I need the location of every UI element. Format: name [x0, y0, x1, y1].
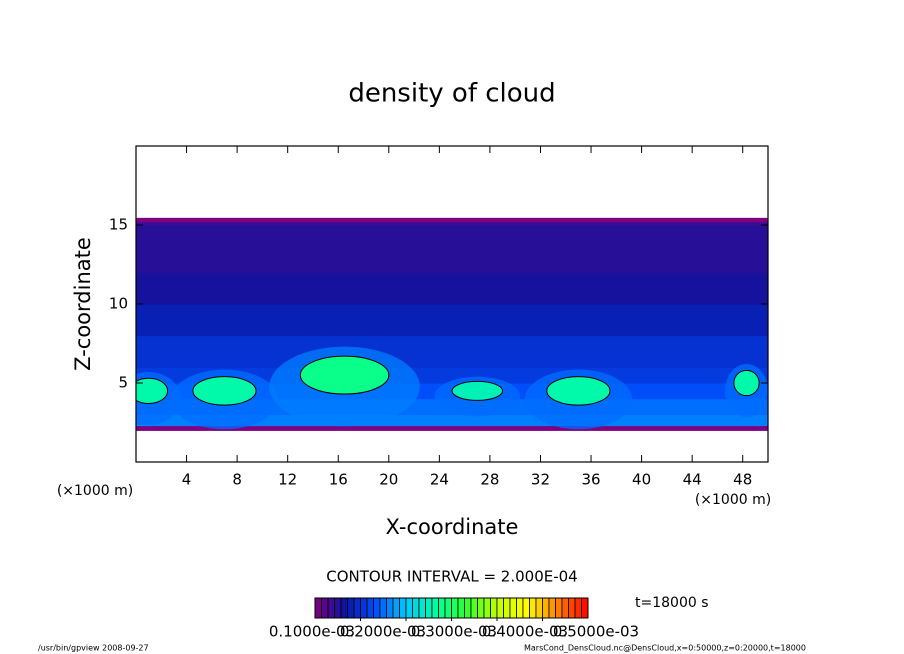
colorbar-cell [327, 597, 335, 619]
colorbar-cell [535, 597, 543, 619]
x-unit-right: (×1000 m) [695, 492, 771, 508]
colorbar-cell [503, 597, 511, 619]
colorbar-cell [574, 597, 582, 619]
x-tick-label: 36 [581, 471, 600, 489]
footer-left: /usr/bin/gpview 2008-09-27 [38, 644, 149, 653]
footer-right: MarsCond_DensCloud.nc@DensCloud,x=0:5000… [524, 644, 806, 653]
x-tick-label: 48 [733, 471, 752, 489]
colorbar-cell [542, 597, 550, 619]
colorbar-cell [522, 597, 530, 619]
colorbar-cell [334, 597, 342, 619]
colorbar-cell [438, 597, 446, 619]
y-tick-label: 5 [118, 374, 128, 392]
colorbar-cell [548, 597, 556, 619]
colorbar-cell [321, 597, 329, 619]
colorbar-cell [561, 597, 569, 619]
density-layer [136, 217, 768, 223]
x-tick-label: 16 [329, 471, 348, 489]
cloud-core [451, 380, 504, 401]
field [136, 217, 768, 431]
x-unit-left: (×1000 m) [57, 483, 133, 499]
cloud-core [546, 376, 611, 406]
cloud-core [733, 369, 760, 397]
density-layer [136, 414, 768, 427]
colorbar-cell [392, 597, 400, 619]
time-label: t=18000 s [635, 595, 709, 611]
colorbar-cell [431, 597, 439, 619]
colorbar-cell [457, 597, 465, 619]
colorbar: 0.1000e-030.2000e-030.3000e-030.4000e-03… [269, 597, 639, 641]
colorbar-cell [379, 597, 387, 619]
colorbar-cell [405, 597, 413, 619]
colorbar-tick-label: 0.2000e-03 [340, 623, 426, 641]
colorbar-cell [509, 597, 517, 619]
density-layer [136, 225, 768, 273]
colorbar-tick-label: 0.3000e-03 [411, 623, 497, 641]
colorbar-cell [529, 597, 537, 619]
colorbar-cell [470, 597, 478, 619]
colorbar-cell [516, 597, 524, 619]
colorbar-cell [399, 597, 407, 619]
cloud-core [299, 355, 390, 395]
cloud-core [192, 376, 257, 406]
density-layer [136, 425, 768, 431]
colorbar-cell [340, 597, 348, 619]
colorbar-cell [568, 597, 576, 619]
colorbar-cell [418, 597, 426, 619]
colorbar-cell [386, 597, 394, 619]
colorbar-tick-label: 0.4000e-03 [482, 623, 568, 641]
x-tick-label: 40 [632, 471, 651, 489]
colorbar-cell [477, 597, 485, 619]
cloud-core [136, 377, 169, 405]
colorbar-cell [444, 597, 452, 619]
x-tick-label: 44 [683, 471, 702, 489]
x-tick-label: 32 [531, 471, 550, 489]
density-layer [136, 272, 768, 305]
colorbar-cell [360, 597, 368, 619]
colorbar-cell [464, 597, 472, 619]
chart-title: density of cloud [348, 79, 555, 109]
colorbar-cell [555, 597, 563, 619]
x-tick-label: 8 [232, 471, 242, 489]
x-axis-label: X-coordinate [386, 515, 519, 539]
colorbar-cell [483, 597, 491, 619]
colorbar-cell [314, 597, 322, 619]
colorbar-cell [373, 597, 381, 619]
contour-interval: CONTOUR INTERVAL = 2.000E-04 [326, 568, 577, 586]
colorbar-cell [412, 597, 420, 619]
density-layer [136, 335, 768, 368]
colorbar-cell [451, 597, 459, 619]
y-tick-label: 15 [109, 216, 128, 234]
colorbar-cell [366, 597, 374, 619]
colorbar-cell [425, 597, 433, 619]
x-tick-label: 4 [182, 471, 192, 489]
x-tick-label: 20 [379, 471, 398, 489]
x-tick-label: 28 [480, 471, 499, 489]
y-tick-label: 10 [109, 295, 128, 313]
colorbar-cell [347, 597, 355, 619]
density-layer [136, 304, 768, 337]
y-axis-label: Z-coordinate [71, 237, 95, 371]
colorbar-tick-label: 0.1000e-03 [269, 623, 355, 641]
density-layer [136, 221, 768, 226]
colorbar-cell [581, 597, 589, 619]
colorbar-tick-label: 0.5000e-03 [553, 623, 639, 641]
colorbar-cell [353, 597, 361, 619]
x-tick-label: 24 [430, 471, 449, 489]
colorbar-cell [490, 597, 498, 619]
x-tick-label: 12 [278, 471, 297, 489]
colorbar-cell [496, 597, 504, 619]
